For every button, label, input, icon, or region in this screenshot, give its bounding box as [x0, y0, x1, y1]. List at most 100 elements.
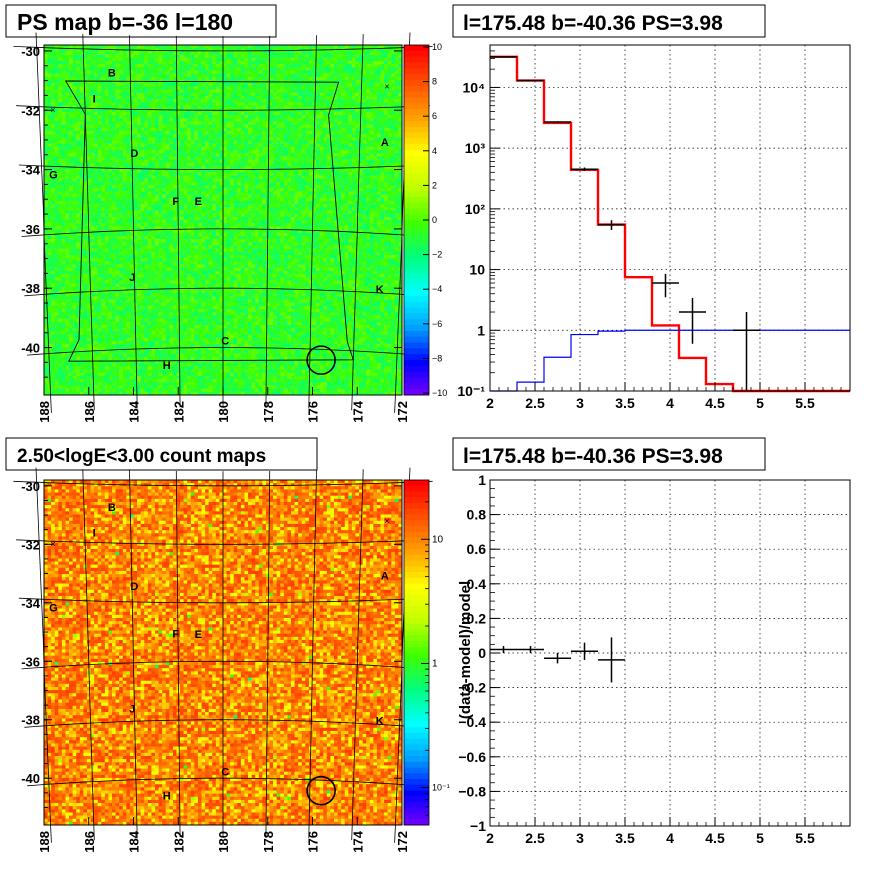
residual-title-box: l=175.48 b=-40.36 PS=3.98: [453, 438, 765, 470]
colorbar-segment: [404, 492, 429, 498]
count-map-title-box: 2.50<logE<3.00 count maps: [6, 438, 317, 470]
colorbar-segment: [404, 313, 429, 319]
region-label-c: C: [221, 336, 229, 348]
colorbar-segment: [404, 503, 429, 509]
data-point: [544, 121, 571, 123]
x-tick-label: 174: [350, 830, 365, 852]
colorbar-segment: [404, 144, 429, 150]
y-tick-label: 10²: [465, 201, 486, 217]
colorbar-segment: [404, 74, 429, 80]
colorbar-segment: [404, 127, 429, 133]
colorbar-segment: [404, 819, 429, 825]
colorbar-segment: [404, 203, 429, 209]
y-tick-label: 1: [477, 322, 485, 338]
colorbar-segment: [404, 756, 429, 762]
colorbar-segment: [404, 179, 429, 185]
region-label-b: B: [108, 502, 116, 514]
colorbar-segment: [404, 273, 429, 279]
region-label-c: C: [221, 766, 229, 778]
y-tick-label: −0.6: [458, 749, 486, 765]
x-tick-label: 5: [756, 830, 764, 846]
colorbar-segment: [404, 372, 429, 378]
colorbar-segment: [404, 51, 429, 57]
residual-point: [598, 637, 625, 682]
residual-ylabel: (data-model)/model: [457, 581, 474, 719]
colorbar-segment: [404, 578, 429, 584]
colorbar-segment: [404, 191, 429, 197]
y-tick-label: 10⁻¹: [457, 383, 485, 399]
region-label-a: A: [381, 570, 389, 582]
colorbar-segment: [404, 121, 429, 127]
ps-map-title-box: PS map b=-36 l=180: [6, 5, 276, 37]
spectrum-title: l=175.48 b=-40.36 PS=3.98: [463, 12, 723, 35]
x-tick-label: 178: [261, 831, 276, 853]
colorbar-segment: [404, 267, 429, 273]
colorbar-segment: [404, 670, 429, 676]
colorbar-segment: [404, 162, 429, 168]
x-tick-label: 180: [216, 831, 231, 853]
colorbar-segment: [404, 261, 429, 267]
colorbar-segment: [404, 173, 429, 179]
colorbar-segment: [404, 98, 429, 104]
colorbar-tick-label: −10: [432, 388, 447, 398]
x-tick-label: 176: [306, 401, 321, 423]
y-tick-label: -34: [21, 163, 41, 178]
y-tick-label: 0.8: [467, 507, 487, 523]
colorbar-segment: [404, 497, 429, 503]
colorbar-segment: [404, 185, 429, 191]
colorbar-segment: [404, 722, 429, 728]
colorbar-segment: [404, 641, 429, 647]
x-tick-label: 172: [395, 401, 410, 423]
y-tick-label: -38: [21, 281, 40, 296]
colorbar-segment: [404, 296, 429, 302]
x-tick-label: 180: [216, 401, 231, 423]
y-tick-label: 10³: [465, 140, 486, 156]
colorbar-segment: [404, 768, 429, 774]
colorbar-segment: [404, 57, 429, 63]
colorbar-segment: [404, 378, 429, 384]
y-tick-label: -34: [21, 596, 41, 611]
colorbar-segment: [404, 133, 429, 139]
colorbar-segment: [404, 302, 429, 308]
cross-marker: ×: [384, 516, 389, 526]
x-tick-label: 3.5: [615, 830, 635, 846]
colorbar-segment: [404, 168, 429, 174]
y-tick-label: 1: [478, 472, 486, 488]
colorbar-segment: [404, 45, 429, 51]
colorbar-segment: [404, 681, 429, 687]
x-tick-label: 2: [486, 395, 494, 411]
x-tick-label: 174: [350, 400, 365, 422]
colorbar-segment: [404, 80, 429, 86]
colorbar-tick-label: −4: [432, 284, 442, 294]
x-tick-label: 2: [486, 830, 494, 846]
colorbar-segment: [404, 243, 429, 249]
colorbar-segment: [404, 704, 429, 710]
y-tick-label: 10⁴: [463, 79, 486, 95]
y-tick-label: -36: [21, 654, 40, 669]
x-tick-label: 4: [666, 395, 674, 411]
spectrum-title-box: l=175.48 b=-40.36 PS=3.98: [453, 5, 765, 37]
x-tick-label: 3: [576, 395, 584, 411]
colorbar-tick-label: −2: [432, 250, 442, 260]
colorbar-segment: [404, 745, 429, 751]
colorbar-segment: [404, 814, 429, 820]
y-tick-label: -36: [21, 222, 40, 237]
colorbar-segment: [404, 739, 429, 745]
region-label-a: A: [381, 137, 389, 149]
region-label-j: J: [129, 272, 135, 284]
region-label-f: F: [172, 629, 179, 641]
x-tick-label: 4.5: [705, 395, 725, 411]
colorbar-segment: [404, 138, 429, 144]
colorbar-segment: [404, 699, 429, 705]
colorbar-segment: [404, 538, 429, 544]
colorbar-segment: [404, 572, 429, 578]
colorbar-segment: [404, 68, 429, 74]
x-tick-label: 5: [756, 395, 764, 411]
x-tick-label: 2.5: [525, 395, 545, 411]
y-tick-label: -38: [21, 713, 40, 728]
region-label-g: G: [49, 602, 58, 614]
model-total-line: [490, 57, 850, 391]
